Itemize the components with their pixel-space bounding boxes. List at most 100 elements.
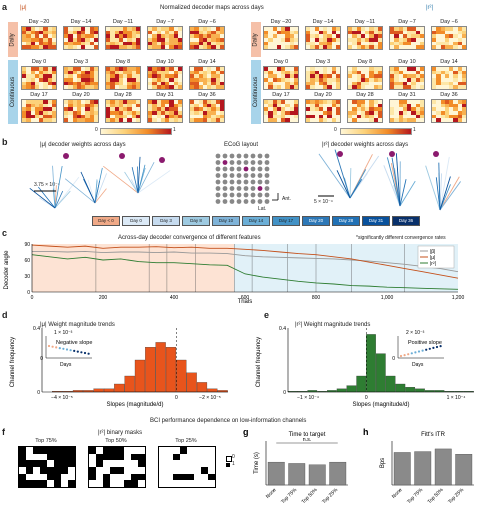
heatmap-cell (318, 114, 323, 119)
mask-cell (26, 447, 33, 454)
heatmap-cell (22, 103, 27, 108)
heatmap-cell (440, 77, 445, 82)
heatmap-cell (411, 34, 416, 38)
heatmap-cell (285, 41, 290, 46)
mask-cell (180, 447, 187, 454)
heatmap-cell (276, 103, 281, 108)
day-label: Day −6 (198, 19, 216, 25)
heatmap-cell (390, 70, 395, 75)
heatmap-cell (453, 27, 458, 31)
heatmap-cell (293, 41, 298, 46)
heatmap-cell (390, 77, 395, 82)
heatmap-cell (377, 67, 382, 71)
heatmap-cell (281, 30, 286, 35)
heatmap-cell (219, 70, 224, 75)
heatmap-cell (26, 114, 31, 119)
heatmap-cell (390, 118, 395, 122)
mask-cell (201, 460, 208, 467)
heatmap-cell (457, 34, 462, 38)
heatmap-cell (411, 110, 416, 115)
heatmap-cell (64, 110, 69, 115)
heatmap-cell (411, 85, 416, 89)
heatmap-cell (177, 34, 182, 38)
heatmap-cell (461, 110, 466, 115)
histogram-bar (196, 382, 208, 393)
heatmap-cell (356, 77, 361, 82)
heatmap-cell (281, 34, 286, 38)
heatmap-cell (152, 30, 157, 35)
mask-cell (61, 460, 68, 467)
heatmap-cell (281, 114, 286, 119)
heatmap-cell (72, 114, 77, 119)
heatmap-cell (39, 34, 44, 38)
heatmap-cell (89, 103, 94, 108)
heatmap-cell (72, 74, 77, 78)
x-tick-label: 400 (170, 295, 179, 301)
heatmap-cell (268, 37, 273, 42)
inset-point (73, 349, 76, 352)
heatmap-cell (72, 37, 77, 42)
heatmap-cell (293, 100, 298, 104)
heatmap-cell (356, 37, 361, 42)
highlight-dot (389, 151, 395, 157)
heatmap-cell (318, 27, 323, 31)
heatmap-tile (305, 26, 341, 50)
heatmap-cell (285, 70, 290, 75)
mask-cell (166, 473, 173, 481)
heatmap-cell (114, 100, 119, 104)
heatmap-cell (289, 70, 294, 75)
heatmap-cell (293, 74, 298, 78)
heatmap-cell (123, 34, 128, 38)
heatmap-cell (177, 100, 182, 104)
heatmap-cell (432, 85, 437, 89)
mask-cell (96, 466, 103, 474)
heatmap-cell (377, 45, 382, 49)
ecog-electrode (222, 160, 228, 165)
mask-cell (61, 466, 68, 474)
heatmap-cell (72, 85, 77, 89)
x-tick-label: −1 × 10⁻⁴ (297, 395, 319, 401)
daily-phase-shade (32, 244, 235, 292)
heatmap-cell (276, 45, 281, 49)
mask-cell (187, 473, 194, 481)
heatmap-cell (377, 30, 382, 35)
ecog-electrode (243, 166, 249, 172)
heatmap-cell (165, 114, 170, 119)
heatmap-cell (165, 100, 170, 104)
heatmap-cell (30, 77, 35, 82)
heatmap-cell (264, 107, 269, 111)
heatmap-cell (198, 74, 203, 78)
heatmap-cell (415, 107, 420, 111)
y-tick-label: 60 (24, 258, 30, 264)
panel-b-vectors (29, 149, 461, 211)
day-label: Day −11 (112, 19, 134, 25)
heatmap-cell (114, 34, 119, 38)
heatmap-cell (194, 45, 199, 49)
x-tick-label: 0 (175, 395, 178, 401)
day-label: Day 10 (398, 59, 416, 65)
heatmap-cell (81, 107, 86, 111)
y-tick-label: 90 (24, 242, 30, 248)
heatmap-cell (215, 67, 220, 71)
heatmap-cell (135, 85, 140, 89)
heatmap-cell (323, 41, 328, 46)
heatmap-cell (348, 118, 353, 122)
heatmap-cell (402, 74, 407, 78)
mask-cell (124, 466, 131, 474)
heatmap-cell (76, 107, 81, 111)
heatmap-cell (432, 67, 437, 71)
heatmap-cell (394, 107, 399, 111)
y-tick-label: 0.4 (33, 326, 40, 332)
heatmap-cell (169, 107, 174, 111)
heatmap-cell (449, 100, 454, 104)
heatmap-cell (394, 67, 399, 71)
heatmap-cell (419, 81, 424, 86)
heatmap-cell (173, 85, 178, 89)
mask-cell (47, 460, 54, 467)
heatmap-cell (118, 27, 123, 31)
heatmap-cell (285, 103, 290, 108)
heatmap-cell (360, 41, 365, 46)
heatmap-cell (106, 81, 111, 86)
heatmap-cell (407, 85, 412, 89)
